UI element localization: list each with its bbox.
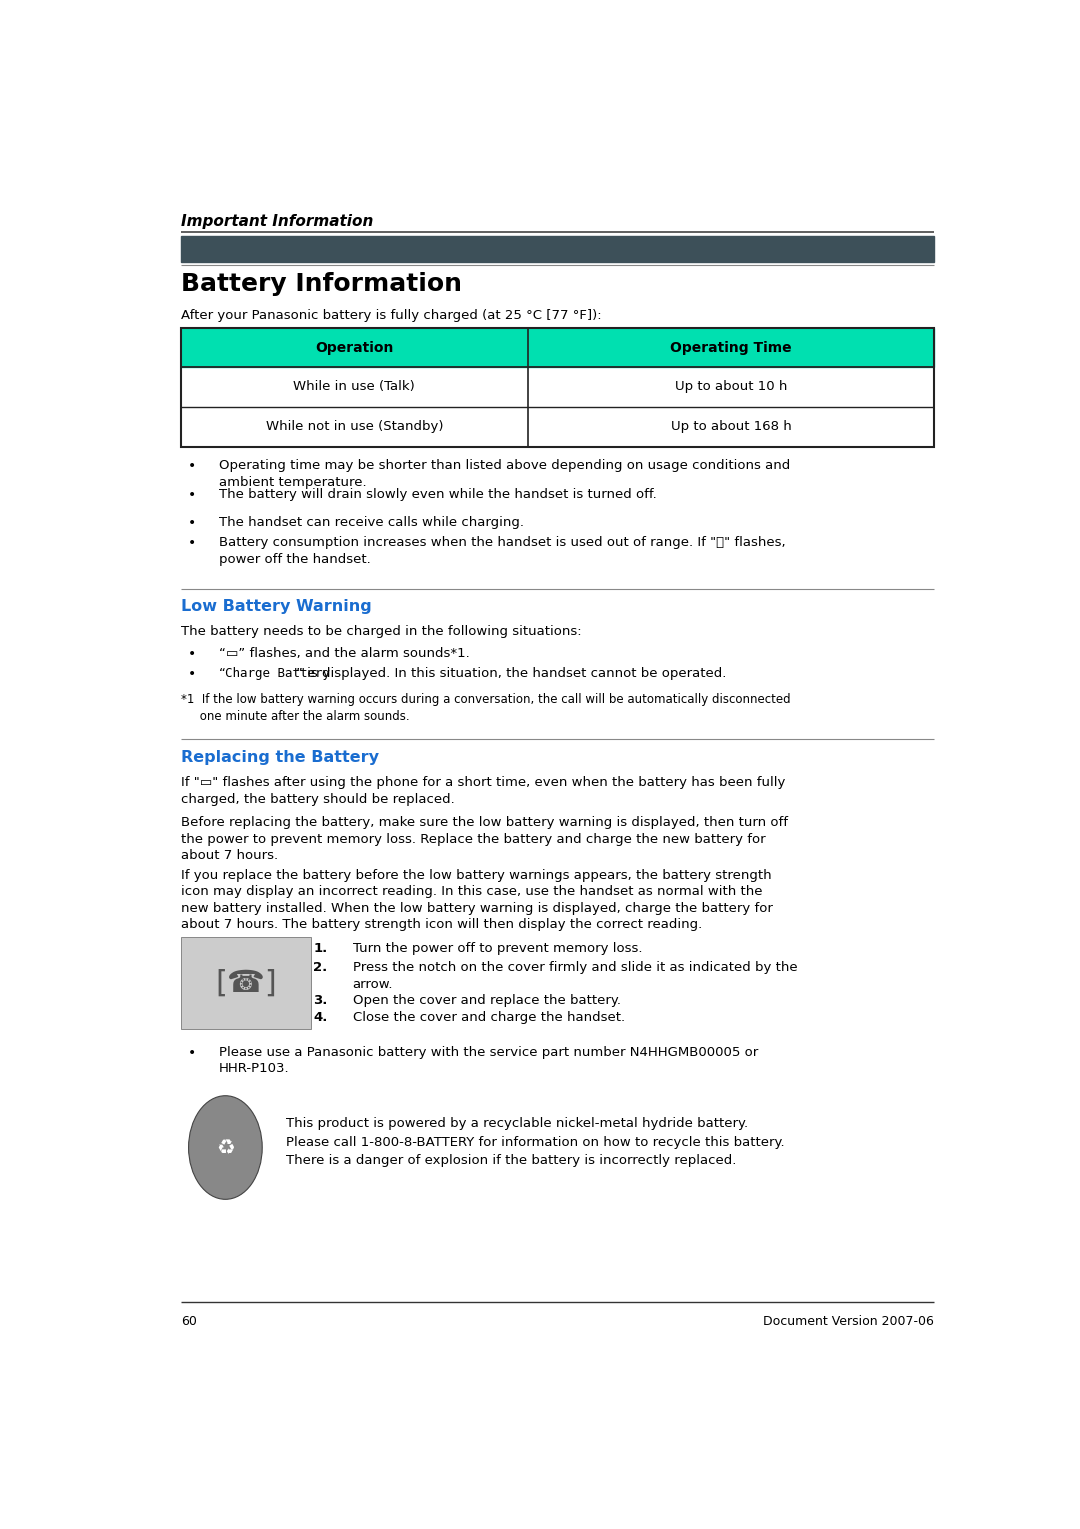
- Text: The battery needs to be charged in the following situations:: The battery needs to be charged in the f…: [181, 625, 582, 639]
- Text: “: “: [218, 667, 226, 680]
- Text: 3.: 3.: [313, 994, 327, 1006]
- Text: The handset can receive calls while charging.: The handset can receive calls while char…: [218, 517, 524, 529]
- Text: Open the cover and replace the battery.: Open the cover and replace the battery.: [352, 994, 621, 1006]
- Text: Replacing the Battery: Replacing the Battery: [181, 751, 379, 764]
- Circle shape: [189, 1096, 262, 1199]
- Text: •: •: [188, 667, 197, 680]
- Text: Please use a Panasonic battery with the service part number N4HHGMB00005 or
HHR-: Please use a Panasonic battery with the …: [218, 1046, 758, 1075]
- Text: If "▭" flashes after using the phone for a short time, even when the battery has: If "▭" flashes after using the phone for…: [181, 777, 785, 806]
- Text: Document Version 2007-06: Document Version 2007-06: [764, 1315, 934, 1329]
- Text: Operating Time: Operating Time: [670, 341, 792, 355]
- Text: •: •: [188, 459, 197, 472]
- Text: Up to about 10 h: Up to about 10 h: [675, 381, 787, 393]
- Text: If you replace the battery before the low battery warnings appears, the battery : If you replace the battery before the lo…: [181, 868, 773, 931]
- Bar: [181, 329, 934, 367]
- Text: Charge Battery: Charge Battery: [226, 667, 330, 680]
- Text: While not in use (Standby): While not in use (Standby): [266, 420, 443, 433]
- Text: ” is displayed. In this situation, the handset cannot be operated.: ” is displayed. In this situation, the h…: [296, 667, 726, 680]
- Text: •: •: [188, 517, 197, 531]
- Text: After your Panasonic battery is fully charged (at 25 °C [77 °F]):: After your Panasonic battery is fully ch…: [181, 309, 602, 323]
- Bar: [181, 235, 934, 261]
- Text: •: •: [188, 537, 197, 550]
- Text: •: •: [188, 1046, 197, 1060]
- Text: 1.: 1.: [313, 942, 327, 956]
- Text: Low Battery Warning: Low Battery Warning: [181, 599, 372, 615]
- Text: Please call 1-800-8-BATTERY for information on how to recycle this battery.: Please call 1-800-8-BATTERY for informat…: [285, 1136, 784, 1148]
- Text: “▭” flashes, and the alarm sounds*1.: “▭” flashes, and the alarm sounds*1.: [218, 647, 470, 661]
- Text: 2.: 2.: [313, 962, 327, 974]
- Text: Operating time may be shorter than listed above depending on usage conditions an: Operating time may be shorter than liste…: [218, 459, 789, 489]
- Text: This product is powered by a recyclable nickel-metal hydride battery.: This product is powered by a recyclable …: [285, 1118, 747, 1130]
- Text: •: •: [188, 488, 197, 502]
- Bar: [181, 329, 934, 446]
- Text: The battery will drain slowly even while the handset is turned off.: The battery will drain slowly even while…: [218, 488, 657, 500]
- Text: Before replacing the battery, make sure the low battery warning is displayed, th: Before replacing the battery, make sure …: [181, 816, 788, 862]
- Text: *1  If the low battery warning occurs during a conversation, the call will be au: *1 If the low battery warning occurs dur…: [181, 693, 791, 723]
- Text: [☎]: [☎]: [215, 968, 276, 997]
- Text: Battery consumption increases when the handset is used out of range. If "Ꮪ" flas: Battery consumption increases when the h…: [218, 537, 785, 566]
- Text: Up to about 168 h: Up to about 168 h: [671, 420, 792, 433]
- Text: 60: 60: [181, 1315, 197, 1329]
- Text: 4.: 4.: [313, 1011, 327, 1024]
- Text: Press the notch on the cover firmly and slide it as indicated by the
arrow.: Press the notch on the cover firmly and …: [352, 962, 797, 991]
- Bar: [181, 937, 311, 1029]
- Text: Turn the power off to prevent memory loss.: Turn the power off to prevent memory los…: [352, 942, 643, 956]
- Text: Operation: Operation: [315, 341, 393, 355]
- Text: Close the cover and charge the handset.: Close the cover and charge the handset.: [352, 1011, 624, 1024]
- Text: Battery Information: Battery Information: [181, 272, 462, 297]
- Text: There is a danger of explosion if the battery is incorrectly replaced.: There is a danger of explosion if the ba…: [285, 1154, 737, 1168]
- Text: •: •: [188, 647, 197, 661]
- Text: Important Information: Important Information: [181, 214, 374, 229]
- Text: ♻: ♻: [216, 1138, 234, 1157]
- Text: While in use (Talk): While in use (Talk): [294, 381, 415, 393]
